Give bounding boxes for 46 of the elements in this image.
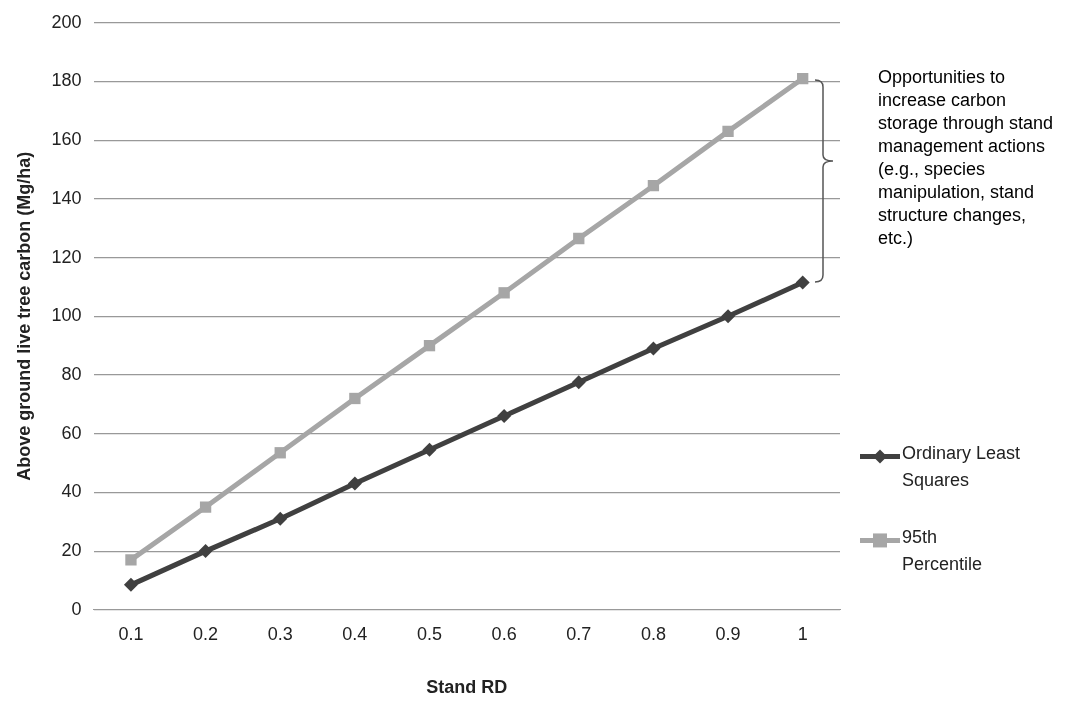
x-tick-label: 0.1 xyxy=(118,623,144,644)
x-axis-title: Stand RD xyxy=(426,677,508,698)
point xyxy=(273,511,288,526)
point xyxy=(125,554,137,566)
point xyxy=(797,72,809,85)
y-tick-label: 100 xyxy=(51,305,82,326)
point xyxy=(498,287,510,299)
y-tick-label: 40 xyxy=(61,481,82,502)
x-tick-label: 0.8 xyxy=(640,623,666,644)
y-axis-title: Above ground live tree carbon (Mg/ha) xyxy=(13,151,34,481)
x-tick-label: 0.4 xyxy=(342,623,368,644)
point xyxy=(123,577,138,592)
x-tick-label: 0.2 xyxy=(193,623,219,644)
y-tick-label: 200 xyxy=(51,11,82,32)
y-tick-label: 60 xyxy=(61,422,82,443)
x-tick-label: 1 xyxy=(797,623,808,644)
point xyxy=(422,442,437,457)
point xyxy=(647,180,660,192)
legend-label: 95th Percentile xyxy=(902,527,983,575)
y-tick-label: 160 xyxy=(51,129,82,150)
point xyxy=(497,409,512,424)
point xyxy=(646,341,661,356)
point xyxy=(347,476,362,491)
y-tick-label: 180 xyxy=(51,70,82,91)
point xyxy=(274,447,286,459)
x-tick-label: 0.7 xyxy=(566,623,592,644)
x-tick-label: 0.5 xyxy=(416,623,443,644)
y-tick-label: 20 xyxy=(61,540,82,561)
point xyxy=(199,501,212,513)
point xyxy=(795,275,810,290)
y-tick-label: 120 xyxy=(51,246,82,267)
y-tick-label: 140 xyxy=(51,187,82,208)
point xyxy=(423,339,436,352)
x-tick-label: 0.6 xyxy=(491,623,517,644)
point xyxy=(721,309,736,324)
point xyxy=(573,232,585,245)
legend-label: Ordinary Least Squares xyxy=(902,443,1021,491)
point xyxy=(198,544,213,559)
point xyxy=(722,125,734,138)
x-tick-label: 0.3 xyxy=(267,623,293,644)
x-tick-label: 0.9 xyxy=(715,623,741,644)
y-tick-label: 80 xyxy=(61,363,82,384)
point xyxy=(349,392,361,405)
y-tick-label: 0 xyxy=(71,598,82,619)
point xyxy=(571,375,586,390)
text: Opportunities to increase carbon storage through stand management actions (e.g., species manipulation, stand structure changes, etc.) xyxy=(878,66,1054,248)
